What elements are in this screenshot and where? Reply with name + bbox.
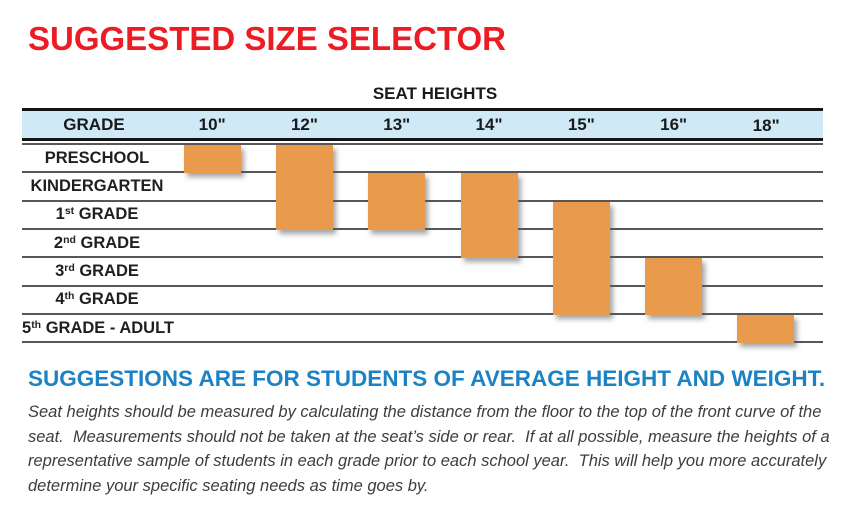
bar-14in	[460, 173, 518, 259]
row-label-text: 5	[22, 318, 32, 337]
bar-15in	[552, 201, 610, 315]
col-header-13in: 13"	[383, 114, 411, 134]
col-header-16in: 16"	[660, 114, 688, 134]
bar-10in	[183, 145, 241, 174]
col-header-18in: 18"	[752, 116, 780, 135]
row-label-2nd-grade: 2nd GRADE	[22, 234, 172, 253]
table-top-rule	[22, 108, 823, 111]
bar-12in	[275, 145, 333, 230]
seat-heights-label: SEAT HEIGHTS	[372, 84, 498, 103]
row-label-text: 2	[53, 233, 64, 252]
col-header-10in: 10"	[198, 114, 226, 134]
row-label-5th-grade-adult: 5th GRADE - ADULT	[22, 318, 175, 338]
bars-layer	[22, 108, 823, 348]
row-label-text: 3	[55, 261, 65, 280]
row-label-4th-grade: 4th GRADE	[22, 290, 172, 309]
col-header-grade: GRADE	[63, 114, 125, 134]
row-label-kindergarten: KINDERGARTEN	[22, 177, 172, 196]
table-header-row: GRADE 10" 12" 13" 14" 15" 16"	[22, 111, 823, 141]
table-row-4th-grade: 4th GRADE	[22, 287, 823, 315]
ordinal-suffix: nd	[63, 233, 76, 246]
ordinal-suffix: st	[64, 205, 75, 218]
row-label-text: GRADE	[74, 205, 139, 224]
col-header-15in: 15"	[567, 114, 595, 134]
row-label-preschool: PRESCHOOL	[22, 149, 172, 168]
page-title: SUGGESTED SIZE SELECTOR	[28, 20, 506, 57]
col-header-14in: 14"	[475, 114, 503, 134]
table-row-3rd-grade: 3rd GRADE	[22, 258, 823, 287]
row-label-text: KINDERGARTEN	[30, 176, 164, 195]
table-row-2nd-grade: 2nd GRADE	[22, 230, 823, 259]
col-header-12in: 12"	[290, 114, 318, 134]
row-label-3rd-grade: 3rd GRADE	[22, 262, 172, 281]
bar-18in	[737, 314, 795, 344]
bar-16in	[645, 258, 703, 315]
row-label-text: PRESCHOOL	[44, 148, 150, 167]
suggestions-heading: SUGGESTIONS ARE FOR STUDENTS OF AVERAGE …	[28, 366, 826, 391]
row-label-text: GRADE	[75, 233, 141, 252]
row-label-1st-grade: 1st GRADE	[22, 205, 172, 224]
row-label-text: 4	[55, 290, 65, 309]
ordinal-suffix: th	[31, 318, 42, 331]
size-selector-table: GRADE 10" 12" 13" 14" 15" 16" 18" PRESCH…	[22, 108, 823, 348]
ordinal-suffix: rd	[64, 261, 75, 274]
ordinal-suffix: th	[64, 290, 75, 303]
row-label-text: GRADE - ADULT	[41, 318, 175, 337]
row-label-text: GRADE	[74, 261, 139, 280]
table-row-5th-grade-adult: 5th GRADE - ADULT	[22, 315, 823, 344]
row-label-text: GRADE	[74, 290, 139, 309]
measurement-instructions: Seat heights should be measured by calcu…	[28, 403, 835, 495]
bar-13in	[368, 173, 426, 230]
row-label-text: 1	[55, 205, 65, 224]
table-row-preschool: PRESCHOOL	[22, 145, 823, 174]
